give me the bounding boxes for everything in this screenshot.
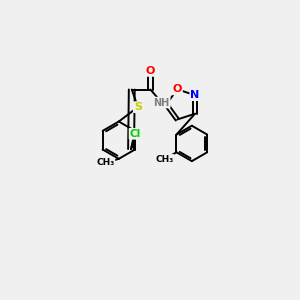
- Text: CH₃: CH₃: [96, 158, 115, 167]
- Text: Cl: Cl: [130, 129, 141, 139]
- Text: NH: NH: [154, 98, 170, 108]
- Text: O: O: [146, 66, 155, 76]
- Text: O: O: [172, 84, 182, 94]
- Text: N: N: [190, 90, 200, 100]
- Text: CH₃: CH₃: [155, 155, 173, 164]
- Text: S: S: [134, 102, 142, 112]
